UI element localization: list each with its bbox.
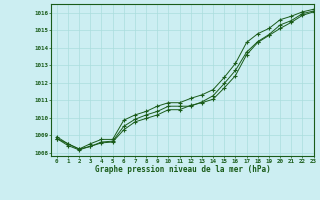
X-axis label: Graphe pression niveau de la mer (hPa): Graphe pression niveau de la mer (hPa) (94, 165, 270, 174)
